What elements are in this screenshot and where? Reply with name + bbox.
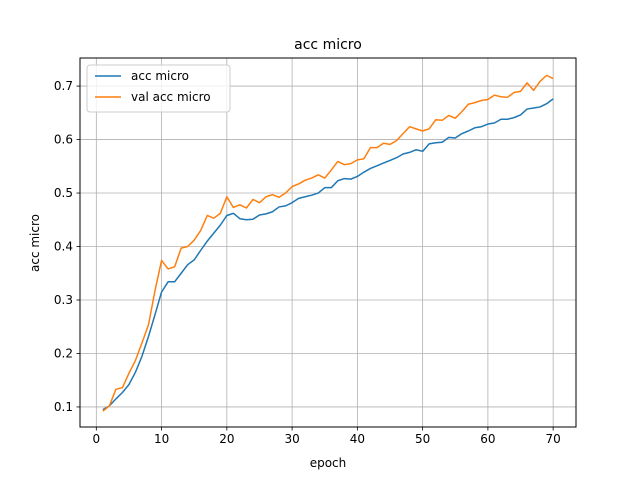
x-tick-label: 10 (154, 432, 169, 446)
y-axis-label: acc micro (28, 214, 42, 272)
legend-label-1: val acc micro (131, 90, 211, 104)
y-tick-label: 0.1 (54, 400, 73, 414)
series-line-0 (102, 98, 554, 411)
x-tick-label: 60 (480, 432, 495, 446)
y-tick-label: 0.7 (54, 79, 73, 93)
x-tick-label: 0 (92, 432, 100, 446)
legend: acc micro val acc micro (86, 64, 231, 113)
x-tick-label: 20 (219, 432, 234, 446)
x-axis: 0 10 20 30 40 50 60 70 (92, 427, 561, 446)
x-axis-label: epoch (310, 456, 347, 470)
x-tick-label: 70 (546, 432, 561, 446)
y-tick-label: 0.5 (54, 186, 73, 200)
series-group (102, 74, 554, 412)
y-tick-label: 0.3 (54, 293, 73, 307)
y-tick-label: 0.6 (54, 133, 73, 147)
grid (80, 58, 576, 427)
legend-label-0: acc micro (131, 69, 189, 83)
legend-box (86, 64, 231, 113)
y-tick-label: 0.2 (54, 346, 73, 360)
x-tick-label: 30 (284, 432, 299, 446)
chart-title: acc micro (294, 37, 362, 53)
plot-frame (79, 57, 577, 428)
y-tick-label: 0.4 (54, 240, 73, 254)
x-tick-label: 40 (350, 432, 365, 446)
x-tick-label: 50 (415, 432, 430, 446)
series-line-1 (102, 74, 554, 412)
y-axis: 0.1 0.2 0.3 0.4 0.5 0.6 0.7 (54, 79, 80, 414)
